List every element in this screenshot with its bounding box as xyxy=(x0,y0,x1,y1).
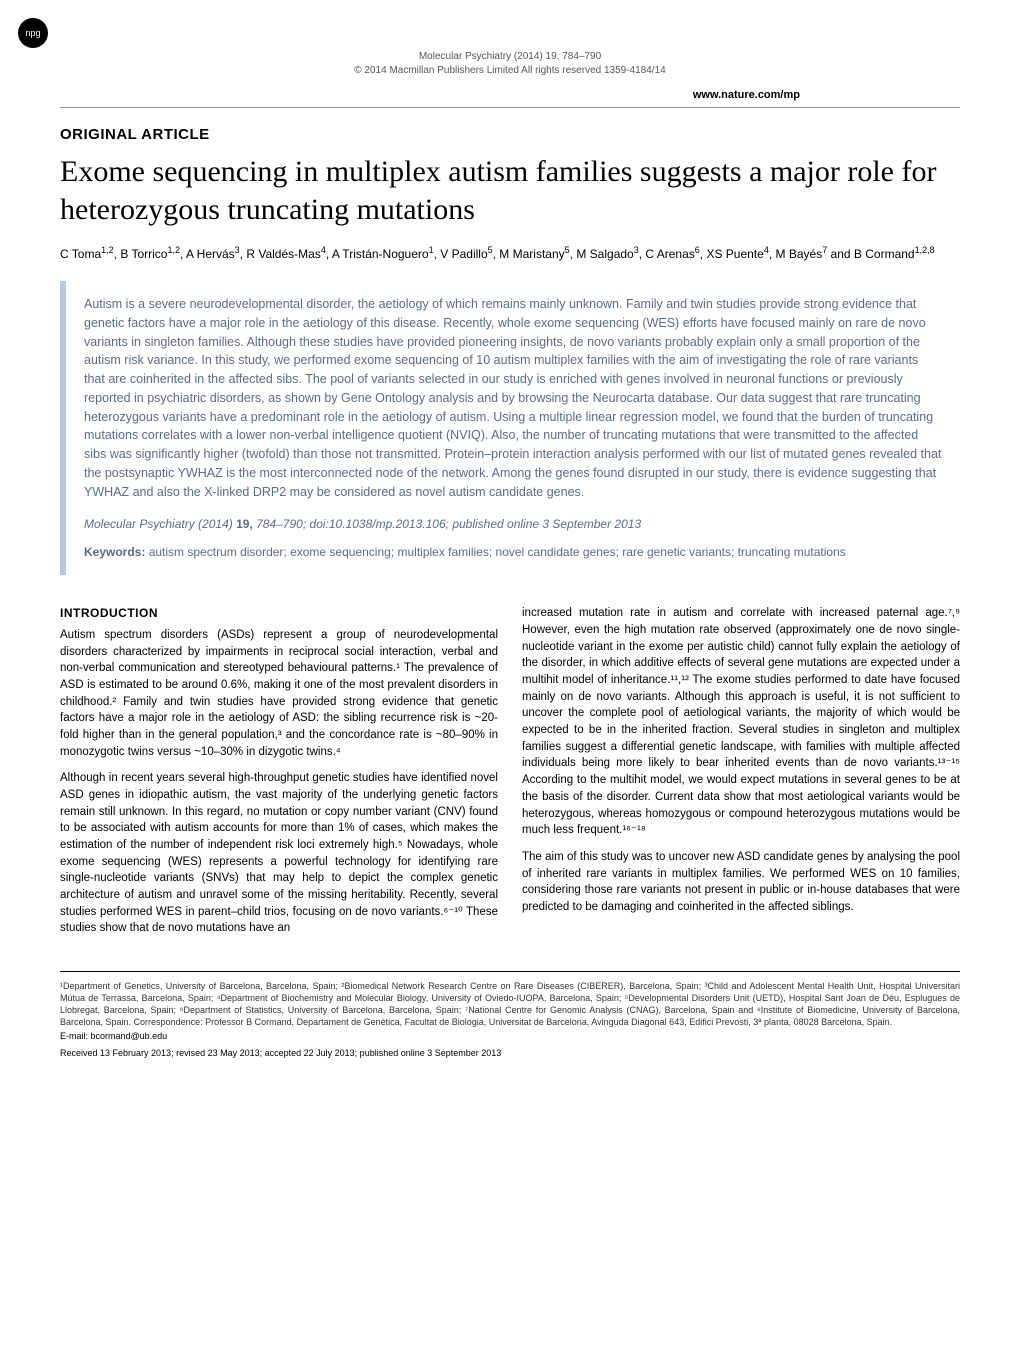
right-column: increased mutation rate in autism and co… xyxy=(522,605,960,946)
body-columns: INTRODUCTION Autism spectrum disorders (… xyxy=(60,605,960,946)
publisher-badge: npg xyxy=(18,18,48,48)
article-title: Exome sequencing in multiplex autism fam… xyxy=(60,153,960,228)
journal-url: www.nature.com/mp xyxy=(60,88,960,103)
citation-year: (2014) xyxy=(198,517,233,531)
col2-paragraph-2: The aim of this study was to uncover new… xyxy=(522,849,960,916)
citation-pages: 784–790; xyxy=(256,517,306,531)
keywords-line: Keywords: autism spectrum disorder; exom… xyxy=(84,543,942,561)
left-column: INTRODUCTION Autism spectrum disorders (… xyxy=(60,605,498,946)
header-rule xyxy=(60,107,960,108)
article-citation: Molecular Psychiatry (2014) 19, 784–790;… xyxy=(84,515,942,533)
copyright-line: © 2014 Macmillan Publishers Limited All … xyxy=(60,64,960,78)
correspondence-email: E-mail: bcormand@ub.edu xyxy=(60,1030,960,1043)
footer-rule xyxy=(60,971,960,972)
citation-doi: doi:10.1038/mp.2013.106; xyxy=(310,517,449,531)
article-dates: Received 13 February 2013; revised 23 Ma… xyxy=(60,1047,960,1060)
introduction-heading: INTRODUCTION xyxy=(60,605,498,622)
abstract-block: Autism is a severe neurodevelopmental di… xyxy=(60,281,960,575)
journal-header: Molecular Psychiatry (2014) 19, 784–790 … xyxy=(60,50,960,78)
keywords-label: Keywords: xyxy=(84,545,145,559)
col2-paragraph-1: increased mutation rate in autism and co… xyxy=(522,605,960,838)
intro-paragraph-1: Autism spectrum disorders (ASDs) represe… xyxy=(60,627,498,760)
citation-journal: Molecular Psychiatry xyxy=(84,517,195,531)
intro-paragraph-2: Although in recent years several high-th… xyxy=(60,770,498,937)
article-type-label: ORIGINAL ARTICLE xyxy=(60,124,960,145)
citation-published: published online 3 September 2013 xyxy=(452,517,641,531)
keywords-text: autism spectrum disorder; exome sequenci… xyxy=(149,545,846,559)
author-list: C Toma1,2, B Torrico1,2, A Hervás3, R Va… xyxy=(60,244,960,263)
abstract-text: Autism is a severe neurodevelopmental di… xyxy=(84,295,942,501)
citation-volume: 19, xyxy=(236,517,253,531)
journal-citation-line: Molecular Psychiatry (2014) 19, 784–790 xyxy=(60,50,960,64)
affiliations-text: ¹Department of Genetics, University of B… xyxy=(60,980,960,1029)
